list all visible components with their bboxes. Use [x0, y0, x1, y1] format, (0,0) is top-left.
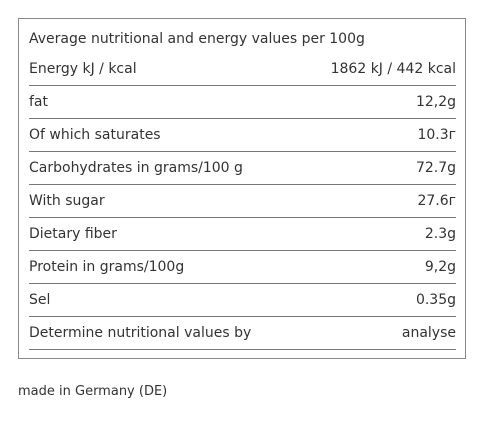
row-value: 10.3г	[417, 127, 456, 143]
row-label: Protein in grams/100g	[29, 259, 185, 275]
row-label: Energy kJ / kcal	[29, 61, 137, 77]
row-label: fat	[29, 94, 48, 110]
row-label: Determine nutritional values by	[29, 325, 252, 341]
table-row: With sugar 27.6г	[29, 185, 456, 218]
table-title: Average nutritional and energy values pe…	[29, 31, 365, 47]
row-value: 2.3g	[424, 226, 456, 242]
row-value: analyse	[401, 325, 456, 341]
table-row: Dietary fiber 2.3g	[29, 218, 456, 251]
table-row: fat 12,2g	[29, 86, 456, 119]
row-value: 27.6г	[417, 193, 456, 209]
row-value: 1862 kJ / 442 kcal	[330, 61, 456, 77]
table-row: Of which saturates 10.3г	[29, 119, 456, 152]
footer-text: made in Germany (DE)	[18, 384, 168, 399]
row-value: 9,2g	[424, 259, 456, 275]
table: Energy kJ / kcal 1862 kJ / 442 kcal fat 12,…	[29, 53, 456, 350]
table-row: Sel 0.35g	[29, 284, 456, 317]
table-row: Carbohydrates in grams/100 g 72.7g	[29, 152, 456, 185]
table-row: Energy kJ / kcal 1862 kJ / 442 kcal	[29, 53, 456, 86]
table-row: Protein in grams/100g 9,2g	[29, 251, 456, 284]
row-label: Carbohydrates in grams/100 g	[29, 160, 243, 176]
row-label: With sugar	[29, 193, 105, 209]
row-label: Of which saturates	[29, 127, 161, 143]
row-value: 12,2g	[415, 94, 456, 110]
row-value: 0.35g	[415, 292, 456, 308]
table-row: Determine nutritional values by analyse	[29, 317, 456, 350]
row-label: Dietary fiber	[29, 226, 117, 242]
row-label: Sel	[29, 292, 51, 308]
nutrition-box: Average nutritional and energy values pe…	[18, 18, 466, 359]
row-value: 72.7g	[415, 160, 456, 176]
